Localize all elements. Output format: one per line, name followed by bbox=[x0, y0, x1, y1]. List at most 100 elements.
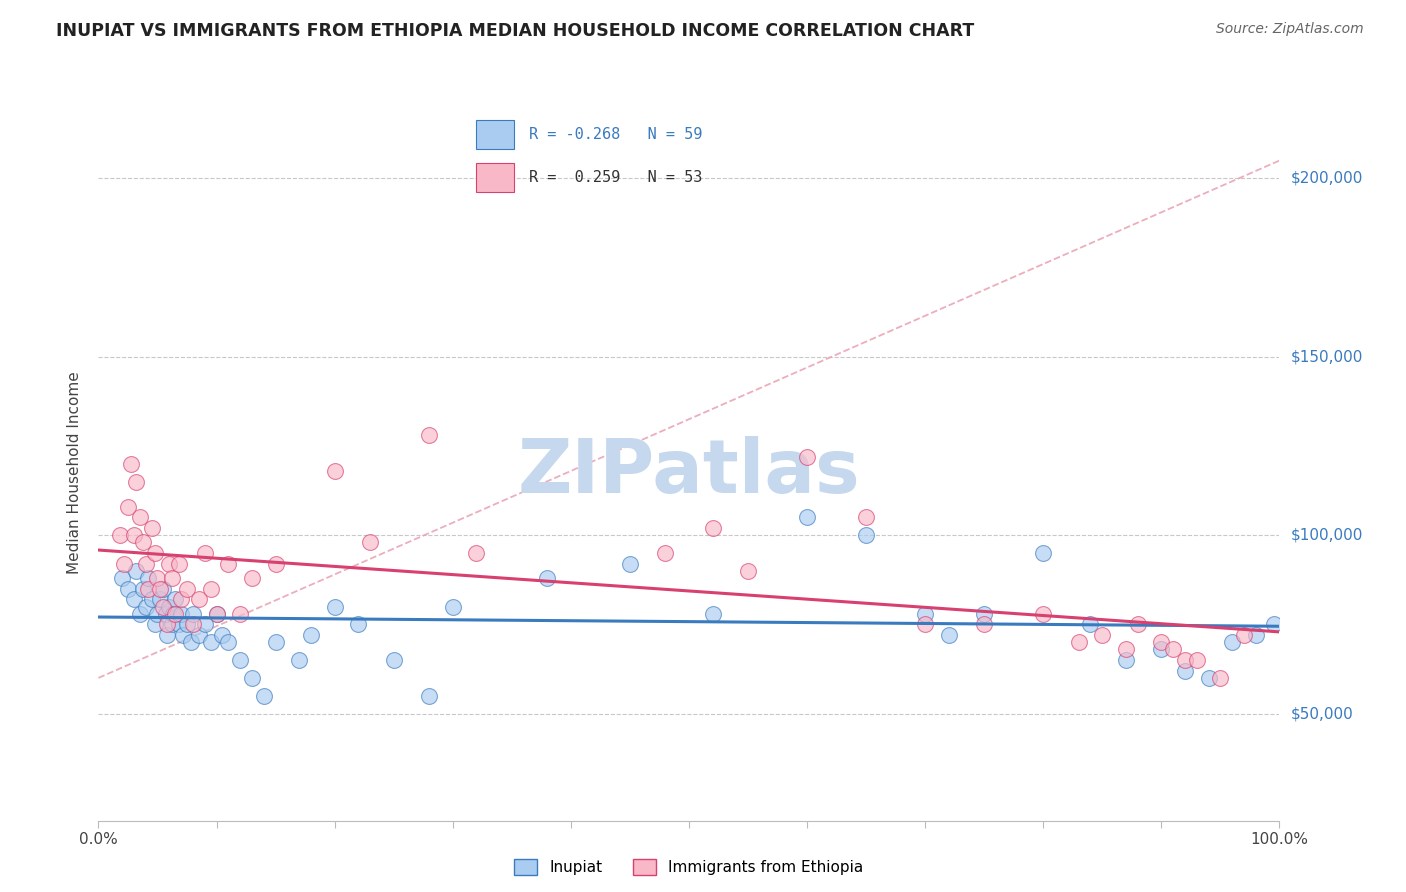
Point bbox=[702, 607, 724, 621]
Point bbox=[973, 607, 995, 621]
Point bbox=[141, 521, 163, 535]
Y-axis label: Median Household Income: Median Household Income bbox=[67, 371, 83, 574]
Point bbox=[1150, 642, 1173, 657]
Point bbox=[914, 617, 936, 632]
Text: R = -0.268   N = 59: R = -0.268 N = 59 bbox=[529, 128, 703, 142]
Point bbox=[157, 557, 180, 571]
Point bbox=[1209, 671, 1232, 685]
Text: $200,000: $200,000 bbox=[1291, 171, 1362, 186]
Point bbox=[128, 607, 150, 621]
Point bbox=[299, 628, 322, 642]
Point bbox=[108, 528, 131, 542]
Text: INUPIAT VS IMMIGRANTS FROM ETHIOPIA MEDIAN HOUSEHOLD INCOME CORRELATION CHART: INUPIAT VS IMMIGRANTS FROM ETHIOPIA MEDI… bbox=[56, 22, 974, 40]
Bar bbox=[475, 163, 515, 192]
Point bbox=[1080, 617, 1102, 632]
Bar bbox=[475, 120, 515, 149]
Point bbox=[117, 500, 139, 514]
Point bbox=[938, 628, 960, 642]
Point bbox=[187, 628, 209, 642]
Point bbox=[323, 464, 346, 478]
Point bbox=[323, 599, 346, 614]
Point bbox=[205, 607, 228, 621]
Point bbox=[1150, 635, 1173, 649]
Point bbox=[973, 617, 995, 632]
Point bbox=[1185, 653, 1208, 667]
Point bbox=[253, 689, 276, 703]
Point bbox=[122, 528, 145, 542]
Point bbox=[1233, 628, 1256, 642]
Point bbox=[170, 607, 193, 621]
Text: $50,000: $50,000 bbox=[1291, 706, 1354, 721]
Point bbox=[152, 582, 174, 596]
Text: Source: ZipAtlas.com: Source: ZipAtlas.com bbox=[1216, 22, 1364, 37]
Point bbox=[855, 528, 877, 542]
Point bbox=[125, 475, 148, 489]
Point bbox=[1115, 642, 1137, 657]
Point bbox=[737, 564, 759, 578]
Point bbox=[654, 546, 676, 560]
Point bbox=[156, 628, 179, 642]
Point bbox=[194, 546, 217, 560]
Point bbox=[149, 592, 172, 607]
Point bbox=[205, 607, 228, 621]
Point bbox=[156, 617, 179, 632]
Point bbox=[172, 628, 194, 642]
Point bbox=[135, 557, 157, 571]
Point bbox=[441, 599, 464, 614]
Point bbox=[165, 592, 187, 607]
Point bbox=[167, 617, 190, 632]
Point bbox=[347, 617, 370, 632]
Point bbox=[619, 557, 641, 571]
Point bbox=[240, 571, 263, 585]
Point bbox=[1161, 642, 1184, 657]
Legend: Inupiat, Immigrants from Ethiopia: Inupiat, Immigrants from Ethiopia bbox=[506, 851, 872, 882]
Text: R =  0.259   N = 53: R = 0.259 N = 53 bbox=[529, 170, 703, 185]
Point bbox=[1174, 664, 1197, 678]
Text: $100,000: $100,000 bbox=[1291, 528, 1362, 542]
Point bbox=[176, 617, 198, 632]
Point bbox=[418, 428, 440, 442]
Point bbox=[200, 635, 222, 649]
Point bbox=[1220, 635, 1243, 649]
Point bbox=[149, 582, 172, 596]
Point bbox=[128, 510, 150, 524]
Point bbox=[418, 689, 440, 703]
Point bbox=[1126, 617, 1149, 632]
Point bbox=[143, 617, 166, 632]
Point bbox=[141, 592, 163, 607]
Point bbox=[796, 450, 818, 464]
Point bbox=[211, 628, 233, 642]
Point bbox=[465, 546, 488, 560]
Point bbox=[702, 521, 724, 535]
Point bbox=[121, 457, 143, 471]
Point bbox=[1244, 628, 1267, 642]
Point bbox=[187, 592, 209, 607]
Point bbox=[1115, 653, 1137, 667]
Point bbox=[217, 635, 239, 649]
Point bbox=[359, 535, 381, 549]
Point bbox=[1263, 617, 1285, 632]
Point bbox=[136, 582, 159, 596]
Point bbox=[264, 635, 287, 649]
Point bbox=[112, 557, 135, 571]
Point bbox=[176, 582, 198, 596]
Point bbox=[157, 599, 180, 614]
Point bbox=[132, 535, 155, 549]
Point bbox=[143, 546, 166, 560]
Point bbox=[181, 607, 204, 621]
Point bbox=[160, 571, 183, 585]
Point bbox=[264, 557, 287, 571]
Point bbox=[160, 617, 183, 632]
Point bbox=[162, 607, 184, 621]
Point bbox=[200, 582, 222, 596]
Point bbox=[132, 582, 155, 596]
Point bbox=[1198, 671, 1220, 685]
Point bbox=[167, 557, 190, 571]
Point bbox=[125, 564, 148, 578]
Point bbox=[111, 571, 134, 585]
Point bbox=[180, 635, 202, 649]
Point bbox=[1067, 635, 1090, 649]
Text: $150,000: $150,000 bbox=[1291, 350, 1362, 364]
Point bbox=[135, 599, 157, 614]
Point bbox=[229, 607, 252, 621]
